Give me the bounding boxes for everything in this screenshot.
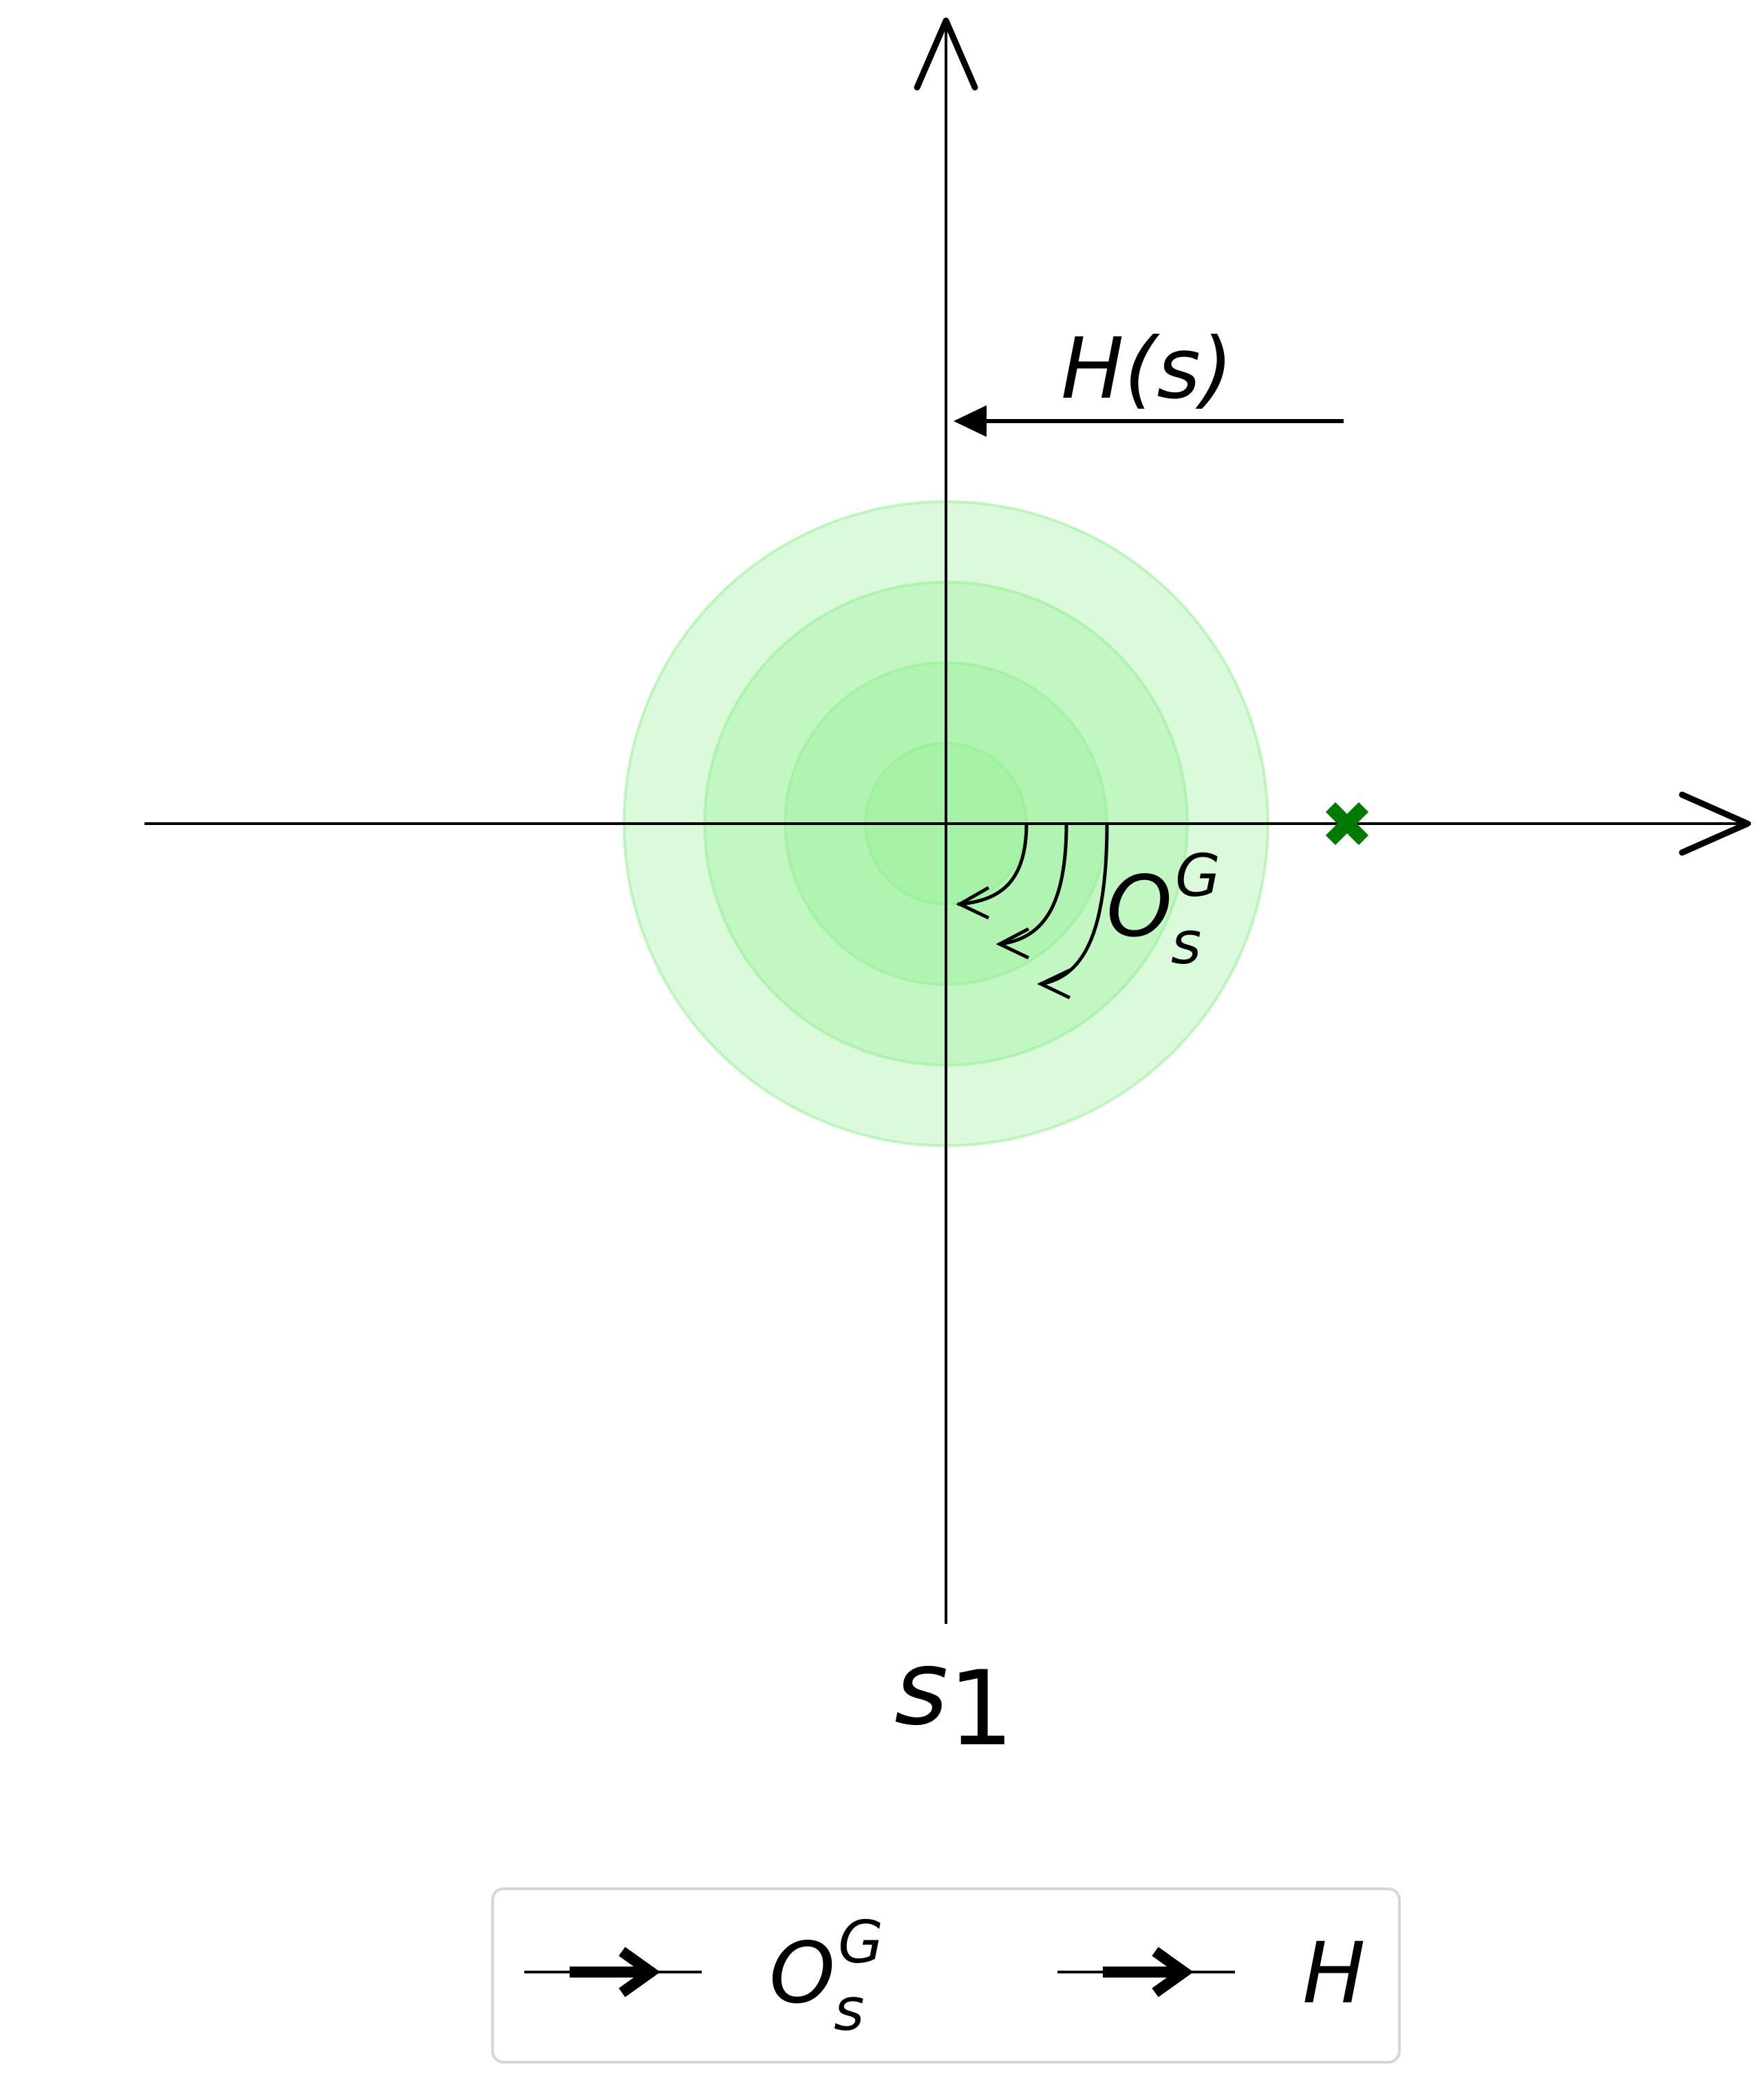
projection-arc-middle xyxy=(998,823,1068,946)
legend-item-og: OG s xyxy=(524,1909,883,2044)
og-label-superscript: G xyxy=(1175,842,1220,910)
horizontal-axis-arrowhead-icon xyxy=(1679,791,1751,856)
arc-middle-arrowhead-icon xyxy=(996,927,1030,960)
subspace-label-subscript: 1 xyxy=(948,1649,1013,1769)
vertical-axis-arrowhead-icon xyxy=(914,17,978,91)
legend-frame xyxy=(491,1887,1401,2064)
legend-item-h: H xyxy=(1057,1925,1366,2022)
og-label: OG s xyxy=(1106,842,1220,978)
legend-og-superscript: G xyxy=(838,1909,883,1977)
legend-og-subscript: s xyxy=(834,1976,864,2044)
axes xyxy=(144,17,1751,1624)
projection-arc-outer xyxy=(1040,823,1109,986)
legend-og-label: OG s xyxy=(769,1909,883,2044)
subspace-label: s1 xyxy=(894,1629,1014,1769)
projection-arc-inner xyxy=(957,823,1029,906)
arc-outer-arrowhead-icon xyxy=(1037,968,1071,1000)
hs-label-name: H xyxy=(1061,320,1124,418)
subspace-label-base: s xyxy=(894,1629,948,1748)
arrow-right-icon xyxy=(1057,1947,1235,1997)
og-label-base: O xyxy=(1106,858,1172,956)
projection-arcs xyxy=(956,823,1109,1000)
arrow-right-icon xyxy=(524,1947,702,1997)
legend-og-base: O xyxy=(769,1925,835,2022)
hs-arrowhead-icon xyxy=(954,405,987,437)
hs-label: H(s) xyxy=(1061,320,1234,418)
legend: OG s H xyxy=(491,1887,1401,2064)
hs-label-arg: (s) xyxy=(1124,320,1234,418)
x-marker-icon xyxy=(1325,802,1369,846)
legend-h-label: H xyxy=(1302,1925,1366,2022)
arc-inner-arrowhead-icon xyxy=(956,886,990,920)
hs-arrow xyxy=(954,405,1344,437)
og-label-subscript: s xyxy=(1171,910,1201,978)
